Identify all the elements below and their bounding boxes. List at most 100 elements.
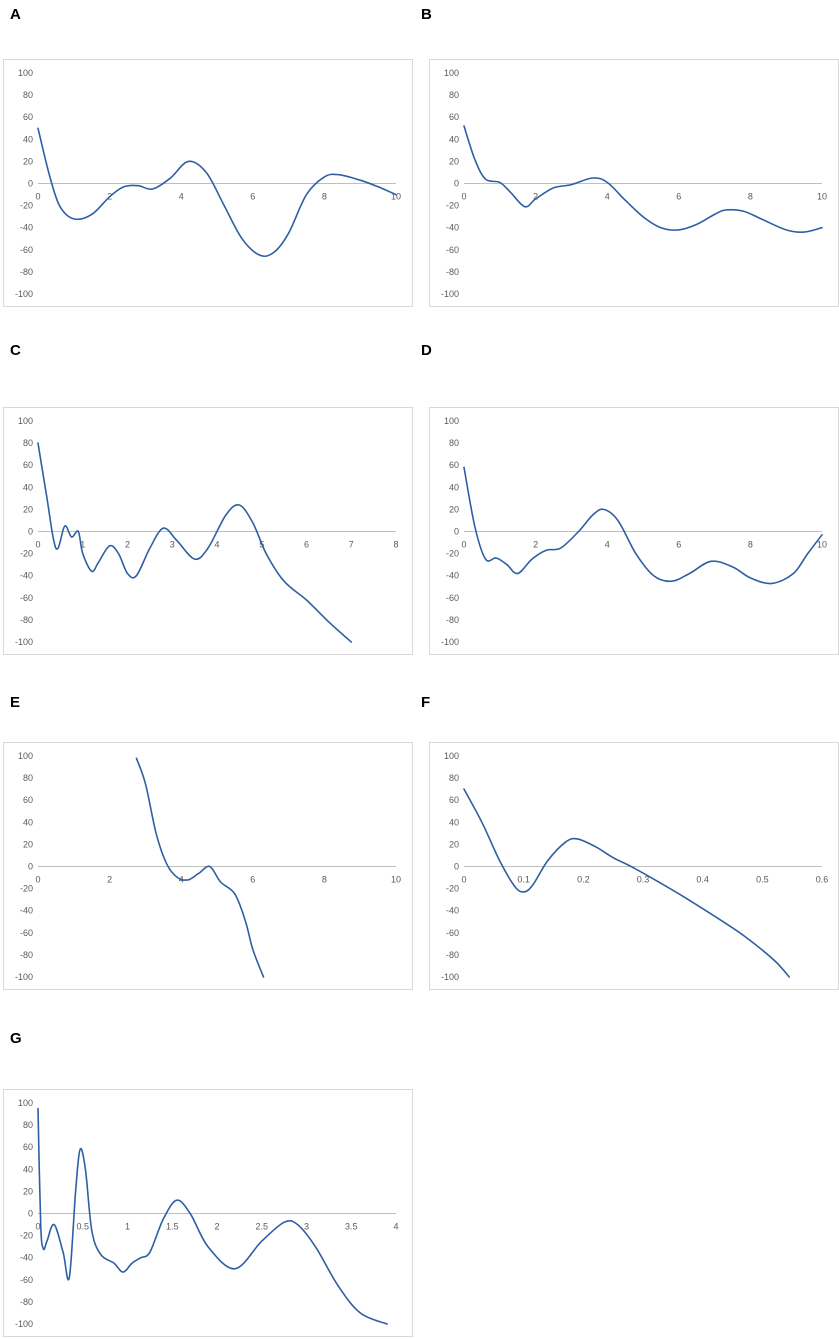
y-tick-label: 0: [454, 179, 459, 189]
y-tick-label: -80: [446, 950, 459, 960]
y-tick-label: -60: [446, 245, 459, 255]
x-tick-label: 0: [461, 540, 466, 550]
panel-label-a: A: [10, 6, 21, 23]
y-tick-label: 60: [449, 795, 459, 805]
y-tick-label: 60: [23, 112, 33, 122]
y-tick-label: 100: [18, 751, 33, 761]
y-tick-label: 40: [449, 134, 459, 144]
x-tick-label: 0: [35, 540, 40, 550]
y-tick-label: -100: [15, 1319, 33, 1329]
y-tick-label: 20: [449, 156, 459, 166]
y-tick-label: 80: [23, 90, 33, 100]
x-tick-label: 0.6: [816, 875, 829, 885]
y-tick-label: 80: [449, 90, 459, 100]
panel-label-f: F: [421, 694, 431, 711]
y-tick-label: 100: [18, 68, 33, 78]
series-line: [37, 442, 353, 643]
panel-label-g: G: [10, 1030, 22, 1047]
series-line: [135, 757, 265, 978]
panel-label-e: E: [10, 694, 21, 711]
y-tick-label: -40: [446, 223, 459, 233]
y-tick-label: 60: [23, 795, 33, 805]
y-tick-label: 80: [449, 773, 459, 783]
y-tick-label: -20: [20, 549, 33, 559]
series-line: [463, 125, 823, 234]
y-tick-label: 60: [449, 460, 459, 470]
x-tick-label: 10: [391, 192, 401, 202]
y-tick-label: -40: [446, 571, 459, 581]
x-tick-label: 0.2: [577, 875, 590, 885]
panel-label-c: C: [10, 342, 21, 359]
y-tick-label: 40: [23, 1164, 33, 1174]
x-tick-label: 4: [214, 540, 219, 550]
x-tick-label: 4: [605, 192, 610, 202]
y-tick-label: 60: [23, 1142, 33, 1152]
x-tick-label: 0: [461, 192, 466, 202]
x-tick-label: 2: [533, 192, 538, 202]
y-tick-label: -60: [20, 245, 33, 255]
y-tick-label: 0: [28, 179, 33, 189]
x-tick-label: 2.5: [255, 1222, 268, 1232]
y-tick-label: -60: [446, 593, 459, 603]
x-tick-label: 8: [748, 192, 753, 202]
y-tick-label: 0: [454, 527, 459, 537]
series-line: [37, 1107, 388, 1325]
y-tick-label: 40: [23, 134, 33, 144]
y-tick-label: 20: [449, 839, 459, 849]
y-tick-label: -40: [20, 571, 33, 581]
y-tick-label: -80: [20, 1297, 33, 1307]
x-tick-label: 0.5: [76, 1222, 89, 1232]
x-tick-label: 0: [35, 1222, 40, 1232]
y-tick-label: 80: [449, 438, 459, 448]
x-tick-label: 2: [533, 540, 538, 550]
y-tick-label: -20: [446, 201, 459, 211]
y-tick-label: -100: [15, 289, 33, 299]
series-line: [463, 466, 823, 585]
x-tick-label: 0.3: [637, 875, 650, 885]
x-tick-label: 0.4: [696, 875, 709, 885]
y-tick-label: -40: [20, 1253, 33, 1263]
x-tick-label: 0: [461, 875, 466, 885]
y-tick-label: 100: [444, 416, 459, 426]
panel-label-d: D: [421, 342, 432, 359]
y-tick-label: -100: [441, 637, 459, 647]
x-tick-label: 0.1: [517, 875, 530, 885]
y-tick-label: 20: [23, 1186, 33, 1196]
y-tick-label: -40: [20, 906, 33, 916]
y-tick-label: -80: [20, 950, 33, 960]
y-tick-label: 40: [449, 482, 459, 492]
x-tick-label: 4: [179, 192, 184, 202]
y-tick-label: 40: [449, 817, 459, 827]
x-tick-label: 4: [605, 540, 610, 550]
x-tick-label: 1: [80, 540, 85, 550]
y-tick-label: 40: [23, 817, 33, 827]
y-tick-label: -60: [20, 928, 33, 938]
series-line: [37, 127, 397, 258]
y-tick-label: 0: [28, 1209, 33, 1219]
y-tick-label: -60: [20, 593, 33, 603]
y-tick-label: -40: [20, 223, 33, 233]
x-tick-label: 8: [322, 875, 327, 885]
y-tick-label: -60: [20, 1275, 33, 1285]
x-tick-label: 2: [125, 540, 130, 550]
x-tick-label: 7: [349, 540, 354, 550]
y-tick-label: 80: [23, 438, 33, 448]
x-tick-label: 10: [391, 875, 401, 885]
y-tick-label: -60: [446, 928, 459, 938]
panel-label-b: B: [421, 6, 432, 23]
y-tick-label: 0: [28, 862, 33, 872]
x-tick-label: 2: [107, 875, 112, 885]
y-tick-label: 100: [18, 1098, 33, 1108]
x-tick-label: 0: [35, 875, 40, 885]
y-tick-label: -80: [20, 267, 33, 277]
x-tick-label: 1: [125, 1222, 130, 1232]
x-tick-label: 0: [35, 192, 40, 202]
x-tick-label: 3: [170, 540, 175, 550]
x-tick-label: 8: [393, 540, 398, 550]
x-tick-label: 10: [817, 540, 827, 550]
x-tick-label: 0.5: [756, 875, 769, 885]
